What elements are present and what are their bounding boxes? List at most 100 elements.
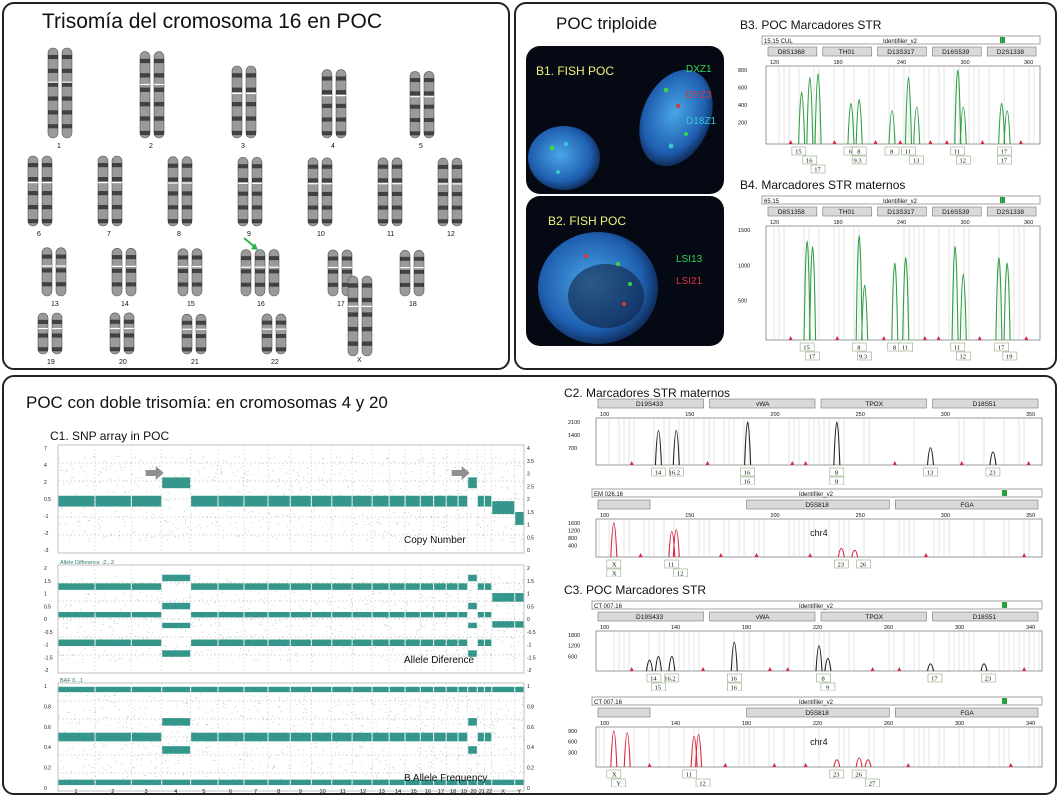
allele-label: 11: [902, 345, 908, 352]
peak: [654, 656, 662, 672]
allele-label: 13: [913, 158, 920, 165]
x-tick-label: 300: [941, 412, 950, 418]
marker-label: TPOX: [865, 401, 883, 408]
y-tick-right: 0.5: [527, 535, 534, 541]
x-tick-label: 340: [1026, 721, 1035, 727]
allele-label: 8: [890, 149, 893, 156]
chromosome-pair-19: [37, 312, 63, 355]
x-tick-label: 340: [1026, 625, 1035, 631]
chromosome-x-label: 16: [425, 789, 431, 793]
peak: [610, 522, 618, 558]
y-tick-right: 4: [527, 446, 530, 452]
allele-label: 15: [803, 345, 810, 352]
x-tick-label: 360: [1024, 220, 1033, 226]
chromosome-pair-20: [109, 312, 135, 355]
peak: [959, 273, 967, 341]
snp-track: [57, 564, 525, 674]
allele-label: 12: [699, 781, 706, 788]
marker-label: D8S1368: [778, 49, 805, 56]
peak: [798, 91, 806, 145]
peak: [902, 257, 910, 341]
y-tick-right: 1: [527, 523, 530, 529]
x-tick-label: 220: [813, 721, 822, 727]
y-tick-right: 0.6: [527, 725, 534, 731]
c2-title: C2. Marcadores STR maternos: [564, 386, 731, 400]
allele-label: 17: [998, 345, 1005, 352]
chromosome-pair-5: [409, 71, 435, 139]
fish-b1-probe-3: D18Z1: [686, 116, 717, 127]
allele-label: 11: [686, 772, 692, 779]
x-tick-label: 180: [742, 625, 751, 631]
c2-bottom-electropherogram: EM 026.16 Identifiler_v2 D5S818 FGA 100 150 20…: [568, 488, 1043, 578]
marker-box: [597, 611, 704, 622]
chromosome-pair-7: [97, 155, 123, 227]
chromosome-label: 11: [387, 231, 394, 238]
track-name: Allele Diference: [404, 655, 474, 666]
allele-label: X: [612, 571, 617, 578]
size-standard-peak: [705, 461, 710, 465]
chromosome-pair-9: [237, 156, 263, 227]
trisomy-arrow: [145, 466, 164, 480]
peak: [1003, 262, 1011, 341]
y-tick-label: 400: [738, 103, 747, 109]
size-standard-peak: [977, 336, 982, 340]
marker-box: [986, 206, 1037, 217]
y-tick-right: -0.5: [527, 630, 536, 636]
size-standard-peak: [701, 667, 706, 671]
y-tick-left: 0.5: [44, 604, 51, 610]
y-tick-left: -1: [44, 514, 49, 520]
x-tick-label: 200: [770, 513, 779, 519]
marker-box: [877, 206, 927, 217]
x-tick-label: 360: [1024, 60, 1033, 66]
peak: [891, 262, 899, 341]
size-standard-peak: [898, 140, 903, 144]
chromosome-label: 9: [247, 231, 251, 238]
allele-label: 11: [905, 149, 911, 156]
y-tick-right: 1.5: [527, 579, 534, 585]
allele-label: Y: [616, 781, 621, 788]
allele-label: 6: [849, 149, 853, 156]
y-tick-left: 4: [44, 463, 47, 469]
x-tick-label: 350: [1026, 412, 1035, 418]
chromosome-pair-10: [307, 157, 333, 227]
marker-box: [932, 611, 1039, 622]
y-tick-left: 2: [44, 566, 47, 572]
x-tick-label: 250: [856, 513, 865, 519]
allele-label: 16: [806, 158, 813, 165]
chromosome-label: 17: [337, 301, 345, 308]
str-header-center: Identifiler_v2: [799, 604, 834, 610]
c3-bottom-electropherogram: CT 007.16 Identifiler_v2 D5S818 FGA 100 140 18…: [568, 696, 1043, 788]
allele-label: 23: [838, 562, 845, 569]
allele-label: 17: [931, 676, 938, 683]
peak: [833, 421, 841, 466]
marker-box: [767, 206, 818, 217]
marker-box: [820, 611, 927, 622]
size-standard-peak: [803, 461, 808, 465]
size-standard-peak: [936, 336, 941, 340]
chromosome-x-label: 8: [277, 789, 280, 793]
trisomy-arrow: [451, 466, 470, 480]
track-name: B Allele Frequency: [404, 773, 487, 784]
marker-box: [932, 46, 982, 57]
size-standard-peak: [754, 553, 759, 557]
y-tick-right: 3.5: [527, 459, 534, 465]
fish-b1-probe-2: DYZ3: [686, 90, 712, 101]
str-header-center: Identifiler_v2: [799, 700, 834, 706]
peak: [989, 451, 997, 466]
x-tick-label: 150: [685, 412, 694, 418]
chromosome-pair-4: [321, 69, 347, 139]
x-tick-label: 300: [961, 220, 970, 226]
chromosome-label: 10: [317, 231, 325, 238]
allele-label: 11: [668, 562, 674, 569]
triploid-title: POC triploide: [556, 14, 658, 33]
allele-label: 9.3: [859, 354, 867, 361]
x-tick-label: 300: [955, 721, 964, 727]
allele-label: 17: [1001, 158, 1008, 165]
peak: [926, 447, 935, 466]
x-tick-label: 240: [897, 60, 906, 66]
peak: [951, 245, 959, 341]
peak: [847, 103, 855, 145]
allele-label: 16.2: [669, 470, 680, 477]
x-tick-label: 100: [600, 513, 609, 519]
